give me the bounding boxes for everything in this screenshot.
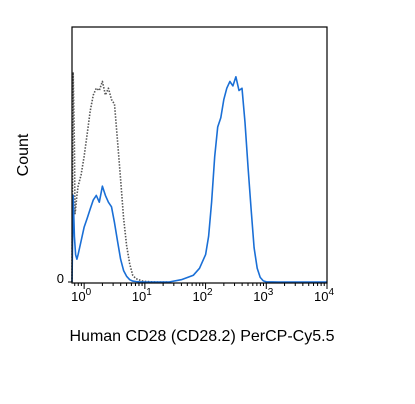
x-tick-label: 102: [193, 287, 213, 304]
plot-frame: [71, 26, 328, 284]
y-axis-ticks: 0: [57, 271, 72, 286]
plot-curves: [71, 71, 327, 283]
y-tick-label: 0: [57, 271, 64, 286]
series-line-stained: [71, 76, 327, 283]
x-tick-label: 101: [132, 287, 152, 304]
x-axis-title: Human CD28 (CD28.2) PerCP-Cy5.5: [70, 328, 335, 345]
series-line-control: [71, 71, 170, 283]
y-axis-title: Count: [15, 133, 32, 176]
x-axis-ticks: 100 101 102 103 104: [71, 283, 334, 304]
x-tick-label: 103: [253, 287, 273, 304]
x-tick-label: 104: [314, 287, 334, 304]
x-tick-label: 100: [71, 287, 91, 304]
